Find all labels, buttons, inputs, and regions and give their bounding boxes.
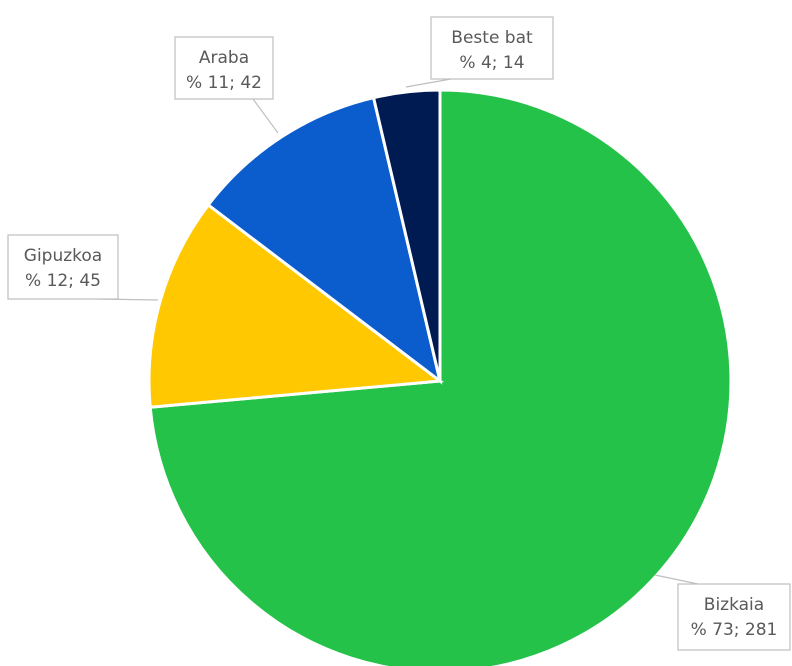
callout-box	[677, 583, 791, 651]
pie-slice-araba	[206, 95, 443, 385]
slice-value-label: % 11; 42	[186, 73, 262, 93]
data-label-beste-bat: Beste bat % 4; 14	[405, 16, 554, 88]
slice-value-label: % 4; 14	[459, 53, 524, 73]
data-label-araba: Araba % 11; 42	[174, 36, 279, 134]
slice-label: Bizkaia	[704, 595, 764, 615]
data-label-gipuzkoa: Gipuzkoa % 12; 45	[7, 234, 159, 301]
slice-value-label: % 73; 281	[691, 620, 778, 640]
slice-label: Araba	[199, 48, 249, 68]
slice-value-label: % 12; 45	[25, 271, 101, 291]
pie-slice-gipuzkoa	[147, 202, 444, 409]
pie-slice-beste-bat	[371, 88, 442, 382]
pie-callouts: Bizkaia % 73; 281 Gipuzkoa % 12; 45 Araba % 1…	[7, 16, 791, 651]
leader-line	[405, 78, 452, 88]
callout-box	[174, 36, 274, 100]
leader-line	[654, 574, 699, 585]
pie-slices	[147, 88, 733, 666]
callout-box	[430, 16, 554, 80]
slice-label: Beste bat	[451, 28, 533, 48]
callout-box	[7, 234, 119, 300]
slice-label: Gipuzkoa	[24, 246, 102, 266]
leader-line	[252, 98, 279, 134]
data-label-bizkaia: Bizkaia % 73; 281	[654, 574, 791, 651]
